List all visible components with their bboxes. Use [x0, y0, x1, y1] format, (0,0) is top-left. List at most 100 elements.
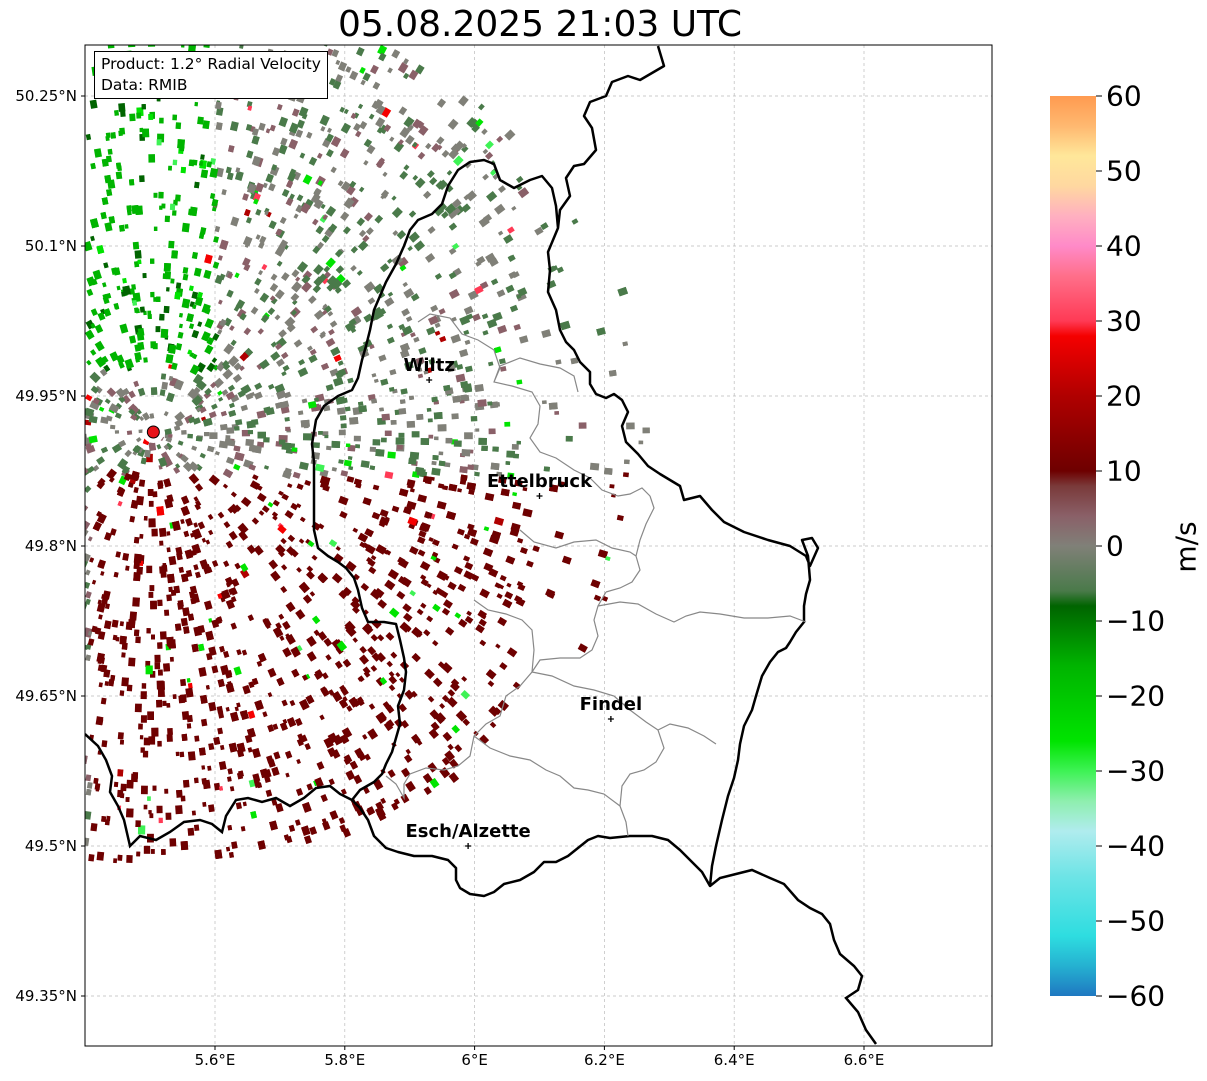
velocity-pixel	[173, 425, 181, 432]
velocity-pixel	[306, 651, 317, 662]
velocity-pixel	[436, 500, 447, 510]
velocity-pixel	[242, 801, 247, 807]
velocity-pixel	[336, 640, 348, 652]
velocity-pixel	[459, 479, 467, 485]
velocity-pixel	[481, 128, 488, 135]
velocity-pixel	[90, 162, 96, 170]
velocity-pixel	[388, 386, 395, 392]
velocity-pixel	[158, 457, 168, 468]
velocity-pixel	[289, 193, 295, 200]
velocity-pixel	[214, 451, 220, 456]
velocity-pixel	[198, 160, 204, 166]
velocity-pixel	[387, 258, 393, 264]
velocity-pixel	[326, 283, 335, 292]
velocity-pixel	[130, 413, 138, 421]
velocity-pixel	[453, 440, 462, 447]
velocity-pixel	[405, 748, 411, 755]
velocity-pixel	[159, 313, 165, 321]
velocity-pixel	[161, 381, 169, 390]
velocity-pixel	[339, 148, 350, 159]
velocity-pixel	[565, 435, 573, 442]
velocity-pixel	[335, 646, 344, 655]
velocity-pixel	[447, 581, 457, 591]
velocity-pixel	[389, 369, 397, 376]
velocity-pixel	[123, 472, 132, 481]
velocity-pixel	[134, 250, 142, 259]
velocity-pixel	[120, 110, 126, 117]
lat-tick-label: 50.1°N	[24, 237, 77, 255]
velocity-pixel	[270, 570, 281, 582]
velocity-pixel	[299, 699, 310, 711]
colorbar-tick-label: 0	[1106, 529, 1124, 563]
velocity-pixel	[136, 851, 141, 857]
velocity-pixel	[204, 318, 214, 329]
velocity-pixel	[313, 187, 322, 197]
velocity-pixel	[135, 437, 142, 443]
velocity-pixel	[109, 351, 120, 362]
velocity-pixel	[247, 430, 254, 435]
velocity-pixel	[227, 670, 233, 676]
velocity-pixel	[101, 740, 108, 748]
velocity-pixel	[445, 626, 455, 636]
velocity-pixel	[332, 80, 342, 90]
velocity-pixel	[274, 314, 281, 321]
velocity-pixel	[464, 432, 473, 440]
velocity-pixel	[453, 155, 464, 166]
velocity-pixel	[291, 668, 300, 678]
velocity-pixel	[166, 703, 171, 708]
velocity-pixel	[332, 734, 343, 746]
city-marker	[607, 716, 614, 722]
velocity-pixel	[460, 474, 468, 481]
velocity-pixel	[256, 660, 263, 667]
velocity-pixel	[571, 218, 579, 225]
velocity-pixel	[427, 762, 438, 773]
velocity-pixel	[156, 805, 163, 814]
velocity-pixel	[461, 143, 467, 149]
velocity-pixel	[275, 544, 286, 555]
velocity-pixel	[432, 539, 440, 547]
velocity-pixel	[223, 317, 232, 327]
velocity-pixel	[441, 694, 450, 703]
velocity-pixel	[150, 291, 155, 298]
velocity-pixel	[85, 394, 93, 402]
velocity-pixel	[245, 438, 255, 447]
velocity-pixel	[460, 690, 471, 700]
velocity-pixel	[363, 138, 373, 148]
velocity-pixel	[129, 113, 136, 122]
velocity-pixel	[432, 455, 439, 461]
velocity-pixel	[182, 607, 190, 617]
velocity-pixel	[463, 385, 473, 393]
velocity-pixel	[326, 275, 338, 287]
velocity-pixel	[148, 113, 154, 120]
velocity-pixel	[359, 121, 368, 130]
velocity-pixel	[128, 335, 137, 344]
velocity-pixel	[279, 635, 285, 641]
velocity-pixel	[158, 527, 167, 537]
velocity-pixel	[128, 390, 136, 399]
velocity-pixel	[109, 528, 117, 536]
velocity-pixel	[415, 356, 425, 365]
velocity-pixel	[384, 430, 392, 436]
velocity-pixel	[511, 205, 517, 211]
velocity-pixel	[197, 521, 206, 530]
velocity-pixel	[233, 666, 242, 676]
velocity-pixel	[400, 349, 410, 359]
velocity-pixel	[424, 668, 435, 680]
velocity-pixel	[486, 190, 498, 202]
velocity-pixel	[163, 263, 171, 272]
velocity-pixel	[196, 407, 202, 412]
velocity-pixel	[456, 363, 464, 370]
velocity-pixel	[101, 197, 109, 205]
velocity-pixel	[293, 339, 303, 348]
velocity-pixel	[227, 681, 233, 687]
velocity-pixel	[157, 669, 163, 676]
velocity-pixel	[375, 677, 385, 687]
velocity-pixel	[228, 851, 234, 858]
velocity-pixel	[164, 609, 170, 616]
velocity-pixel	[245, 392, 254, 401]
velocity-pixel	[181, 495, 190, 505]
velocity-pixel	[85, 559, 89, 569]
velocity-pixel	[322, 309, 328, 315]
velocity-pixel	[228, 742, 238, 753]
velocity-pixel	[149, 813, 154, 819]
